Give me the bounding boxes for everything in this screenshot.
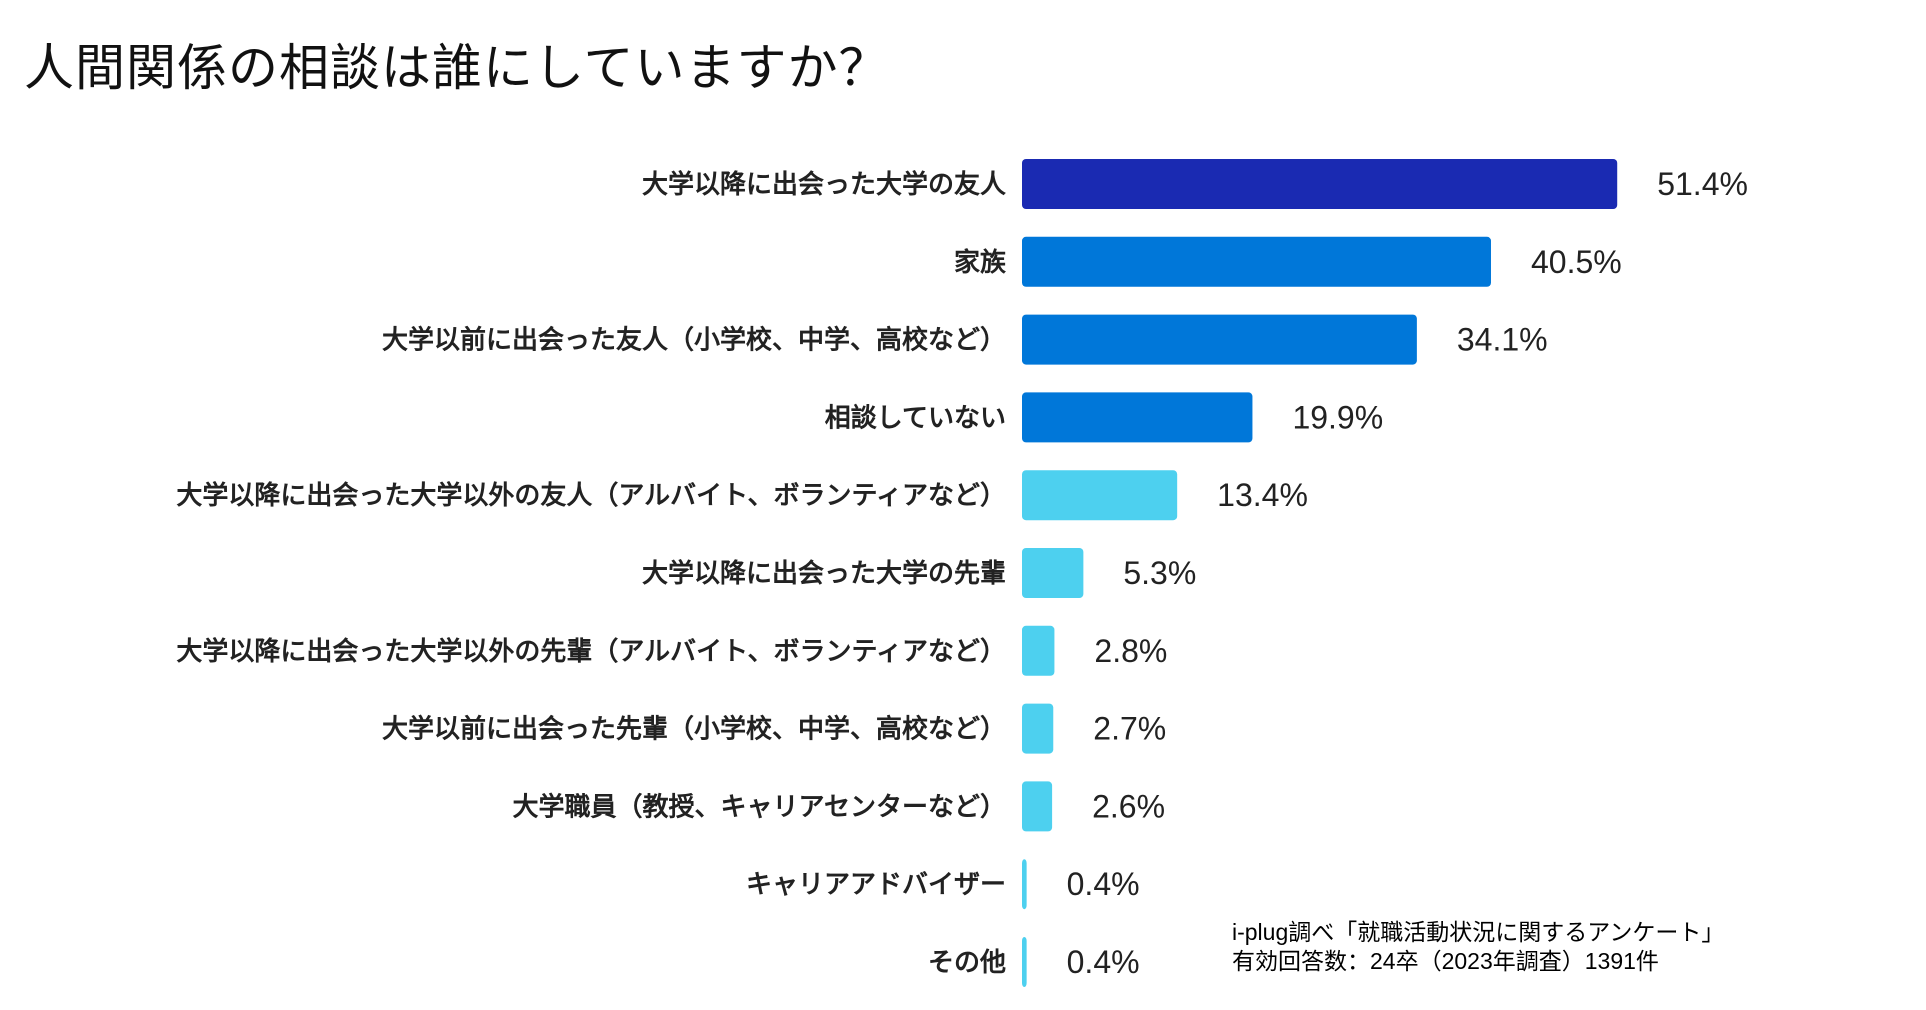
data-label: 0.4%: [1067, 866, 1140, 902]
category-label: 相談していない: [825, 402, 1006, 433]
data-label: 40.5%: [1531, 244, 1622, 280]
data-label: 51.4%: [1657, 166, 1748, 202]
category-label: 家族: [954, 247, 1007, 278]
bar: [1022, 392, 1253, 443]
data-label: 34.1%: [1457, 322, 1548, 358]
data-label: 2.7%: [1093, 711, 1166, 747]
bar: [1022, 937, 1027, 987]
bar: [1022, 548, 1084, 598]
bar: [1022, 159, 1618, 209]
category-label: キャリアアドバイザー: [746, 870, 1006, 900]
source-line: i-plug調べ「就職活動状況に関するアンケート」: [1232, 919, 1725, 945]
category-label: 大学以降に出会った大学以外の先輩（アルバイト、ボランティアなど）: [176, 636, 1006, 667]
sample-size-line: 有効回答数：24卒（2023年調査）1391件: [1232, 948, 1659, 974]
category-label: その他: [928, 948, 1006, 978]
bar: [1022, 314, 1417, 365]
bar: [1022, 703, 1054, 754]
category-label: 大学以降に出会った大学の先輩: [642, 558, 1006, 589]
data-label: 19.9%: [1292, 399, 1383, 435]
category-label: 大学以前に出会った先輩（小学校、中学、高校など）: [382, 714, 1006, 745]
bar: [1022, 781, 1053, 832]
data-label: 0.4%: [1067, 944, 1140, 980]
category-label: 大学以降に出会った大学以外の友人（アルバイト、ボランティアなど）: [176, 480, 1006, 511]
data-label: 2.8%: [1094, 633, 1167, 669]
bar: [1022, 859, 1027, 910]
bar: [1022, 470, 1178, 521]
bar: [1022, 625, 1055, 676]
bar: [1022, 236, 1491, 287]
category-label: 大学職員（教授、キャリアセンターなど）: [513, 791, 1006, 822]
category-label: 大学以前に出会った友人（小学校、中学、高校など）: [382, 325, 1006, 356]
source-note: i-plug調べ「就職活動状況に関するアンケート」 有効回答数：24卒（2023…: [1232, 918, 1724, 976]
data-label: 5.3%: [1123, 555, 1196, 591]
data-label: 13.4%: [1217, 477, 1308, 513]
category-label: 大学以降に出会った大学の友人: [642, 169, 1006, 200]
data-label: 2.6%: [1092, 788, 1165, 824]
chart-title: 人間関係の相談は誰にしていますか？: [24, 39, 890, 97]
